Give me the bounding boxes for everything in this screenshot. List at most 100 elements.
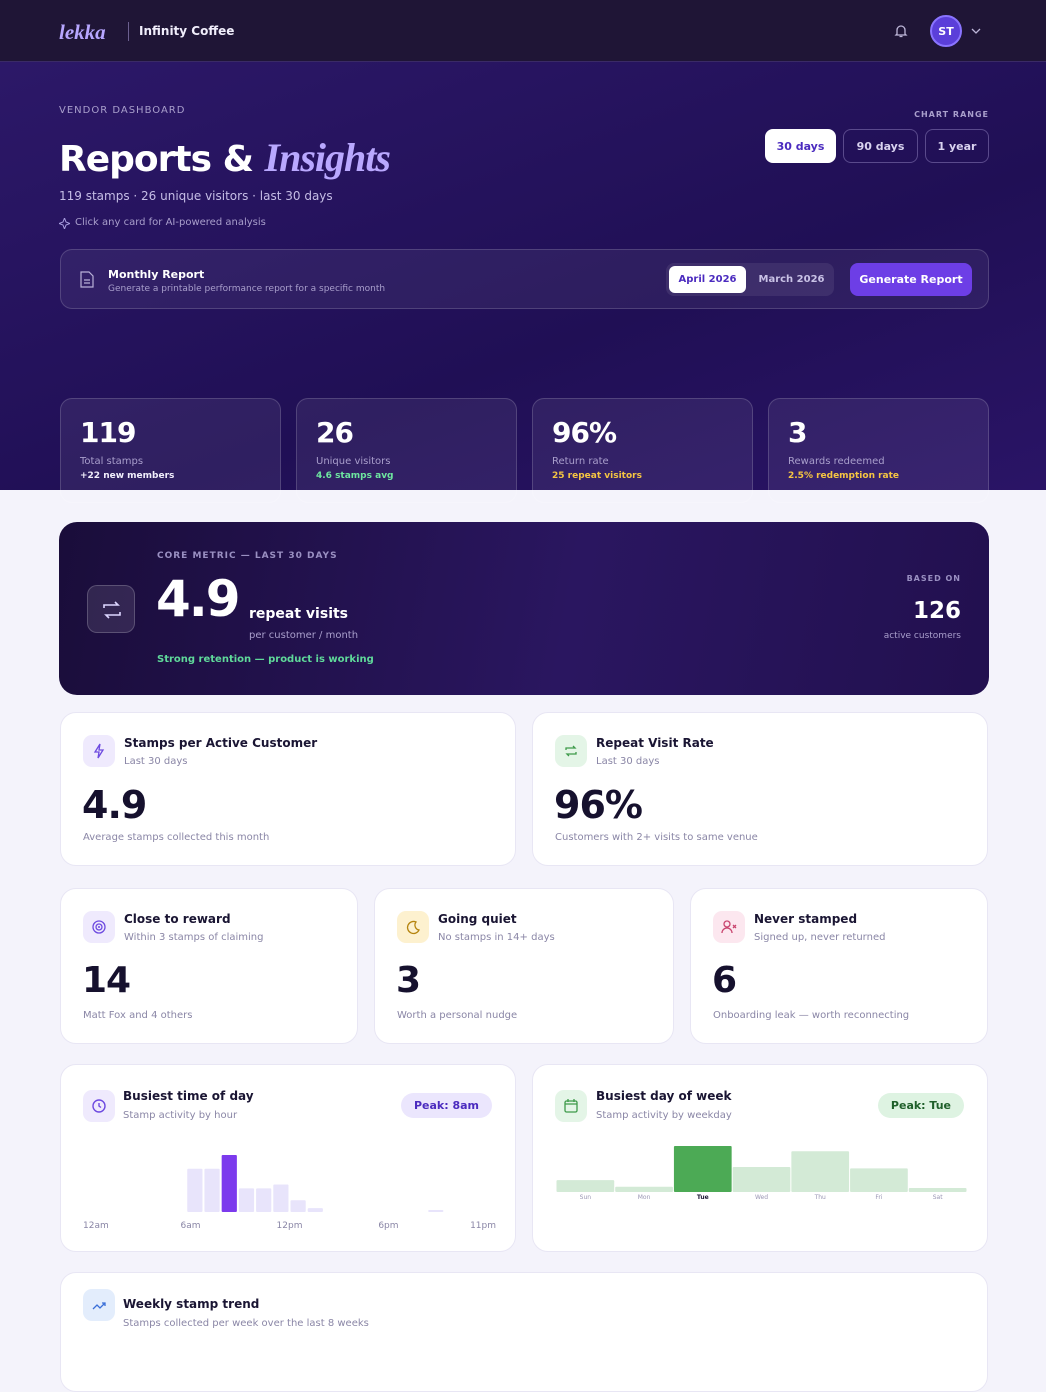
stat-value: 119: [80, 416, 136, 449]
bar: [307, 1208, 323, 1212]
card-subtitle: Stamp activity by hour: [123, 1110, 238, 1121]
trend-icon: [83, 1289, 115, 1321]
icon-glyph: [406, 920, 420, 935]
core-value: 4.9: [156, 570, 241, 628]
x-tick-label: 12pm: [277, 1221, 303, 1231]
avatar[interactable]: ST: [930, 15, 962, 47]
weekday-chart: Sun Mon Tue Wed Thu Fri Sat: [556, 1146, 967, 1201]
x-tick-label: Thu: [814, 1194, 826, 1201]
hourly-chart: 12am 6am 12pm 6pm 11pm: [83, 1155, 496, 1231]
trend-card[interactable]: Weekly stamp trend Stamps collected per …: [60, 1272, 988, 1392]
month-button[interactable]: March 2026: [758, 274, 825, 285]
metric-card[interactable]: Never stamped Signed up, never returned 6 O…: [690, 888, 988, 1044]
card-value: 3: [396, 960, 421, 1001]
calendar-icon: [555, 1090, 587, 1122]
core-metric[interactable]: CORE METRIC — LAST 30 DAYS 4.9 repeat vi…: [59, 522, 989, 695]
stat-card[interactable]: 96% Return rate 25 repeat visitors: [532, 398, 753, 503]
metric-card[interactable]: Repeat Visit Rate Last 30 days 96% Customer…: [532, 712, 988, 866]
x-tick-label: Tue: [697, 1194, 709, 1201]
card-description: Matt Fox and 4 others: [83, 1010, 193, 1021]
logo[interactable]: lekka: [59, 20, 106, 44]
bar: [221, 1155, 237, 1212]
card-icon: [83, 911, 115, 943]
bar: [556, 1180, 615, 1192]
x-tick-label: Wed: [755, 1194, 768, 1201]
based-value: 126: [912, 598, 961, 624]
icon-glyph: [92, 920, 106, 934]
weekday-card[interactable]: Busiest day of week Stamp activity by we…: [532, 1064, 988, 1252]
card-subtitle: Signed up, never returned: [754, 932, 886, 943]
range-button[interactable]: 1 year: [925, 129, 989, 163]
stat-card[interactable]: 3 Rewards redeemed 2.5% redemption rate: [768, 398, 989, 503]
card-icon: [555, 735, 587, 767]
month-button[interactable]: April 2026: [669, 266, 746, 293]
card-description: Worth a personal nudge: [397, 1010, 518, 1021]
peak-badge: Peak: 8am: [400, 1093, 492, 1118]
card-title: Busiest time of day: [123, 1089, 254, 1103]
bar: [273, 1184, 289, 1212]
card-title: Stamps per Active Customer: [124, 736, 318, 750]
title-text: Reports &: [59, 139, 254, 180]
card-description: Onboarding leak — worth reconnecting: [713, 1010, 910, 1021]
repeat-icon: [103, 601, 121, 619]
core-unit: repeat visits: [249, 606, 349, 622]
x-tick-label: 6pm: [378, 1221, 398, 1231]
metric-card[interactable]: Stamps per Active Customer Last 30 days 4.…: [60, 712, 516, 866]
card-description: Average stamps collected this month: [83, 832, 270, 843]
bar: [428, 1210, 444, 1212]
stat-label: Return rate: [552, 456, 609, 467]
bar: [204, 1168, 220, 1212]
x-tick-label: 11pm: [470, 1221, 496, 1231]
sparkle-icon: [59, 218, 70, 229]
card-subtitle: Last 30 days: [596, 756, 660, 767]
hourly-card[interactable]: Busiest time of day Stamp activity by ho…: [60, 1064, 516, 1252]
stat-note: 2.5% redemption rate: [788, 471, 900, 481]
card-value: 4.9: [82, 783, 147, 827]
chevron[interactable]: [971, 27, 981, 35]
title-accent: Insights: [264, 135, 391, 180]
report-subtitle: Generate a printable performance report …: [108, 284, 386, 294]
bar: [615, 1186, 673, 1192]
card-value: 6: [712, 960, 737, 1001]
core-eyebrow: CORE METRIC — LAST 30 DAYS: [157, 551, 338, 561]
eyebrow: VENDOR DASHBOARD: [59, 105, 186, 116]
top-bar: lekka Infinity Coffee ST: [0, 0, 1046, 62]
card-subtitle: Within 3 stamps of claiming: [124, 932, 264, 943]
based-label: BASED ON: [906, 574, 961, 583]
card-title: Going quiet: [438, 912, 517, 926]
hero: VENDOR DASHBOARD Reports & Insights 119 …: [0, 62, 1046, 503]
x-tick-label: Mon: [638, 1194, 651, 1201]
bar: [850, 1168, 908, 1192]
card-title: Never stamped: [754, 912, 858, 926]
stat-card[interactable]: 26 Unique visitors 4.6 stamps avg: [296, 398, 517, 503]
bar: [791, 1151, 850, 1192]
card-subtitle: Stamp activity by weekday: [596, 1110, 732, 1121]
repeat-icon-box: [87, 585, 135, 633]
card-value: 96%: [554, 783, 643, 827]
stat-value: 26: [316, 416, 354, 449]
generate-button[interactable]: Generate Report: [850, 263, 972, 296]
card-icon: [397, 911, 429, 943]
bar: [673, 1146, 732, 1192]
bar: [238, 1188, 255, 1212]
venue-name: Infinity Coffee: [139, 24, 235, 38]
bell-icon[interactable]: [893, 23, 909, 39]
stat-label: Total stamps: [80, 456, 144, 467]
stat-card[interactable]: 119 Total stamps +22 new members: [60, 398, 281, 503]
stat-label: Unique visitors: [316, 456, 391, 467]
x-tick-label: Fri: [875, 1194, 882, 1201]
bar: [290, 1200, 306, 1212]
stat-label: Rewards redeemed: [788, 456, 885, 467]
range-button[interactable]: 90 days: [843, 129, 918, 163]
icon-glyph: [721, 920, 737, 934]
metric-card[interactable]: Going quiet No stamps in 14+ days 3 Worth a…: [374, 888, 674, 1044]
peak-badge: Peak: Tue: [877, 1093, 964, 1118]
range-button[interactable]: 30 days: [765, 129, 836, 163]
bar: [908, 1188, 967, 1192]
report-title: Monthly Report: [108, 268, 205, 281]
metric-card[interactable]: Close to reward Within 3 stamps of claimi…: [60, 888, 358, 1044]
card-value: 14: [82, 960, 131, 1001]
bar: [256, 1188, 272, 1212]
stat-value: 3: [788, 416, 808, 449]
